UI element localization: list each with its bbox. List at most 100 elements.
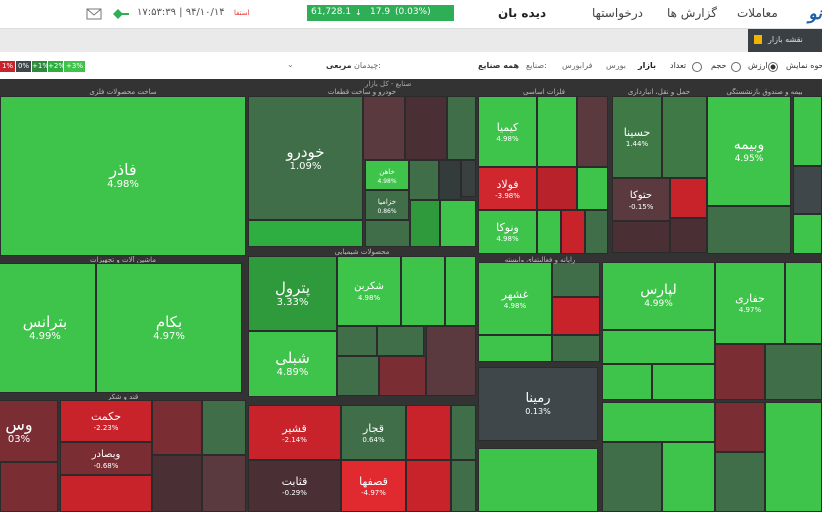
- tile-symbol: ونوکا: [496, 221, 519, 234]
- tile-change: 4.99%: [644, 299, 673, 309]
- tile-symbol: قصفها: [359, 475, 388, 488]
- industry-select[interactable]: همه صنایع: [478, 61, 520, 70]
- tile-change: 4.95%: [734, 154, 764, 164]
- tile-small: [602, 364, 652, 400]
- tile: رمینا 0.13%: [478, 367, 598, 441]
- icon-mail[interactable]: [86, 8, 102, 20]
- tile-small: [662, 96, 707, 178]
- tile-change: -0.15%: [628, 202, 654, 211]
- tile-small: [440, 200, 476, 247]
- market-option[interactable]: بورس: [606, 61, 626, 70]
- index-percent: (0.03%): [395, 7, 431, 17]
- tile: حفاری 4.97%: [715, 262, 785, 344]
- tile-small: [478, 335, 552, 362]
- tab-label[interactable]: نقشه بازار: [768, 35, 803, 44]
- tab-row: [0, 29, 822, 52]
- tile-small: [765, 344, 822, 400]
- index-box: [307, 5, 454, 21]
- tile-small: [602, 442, 662, 512]
- tile: پترول 3.33%: [248, 256, 337, 331]
- tile-small: [765, 402, 822, 512]
- tile: خودرو 1.09%: [248, 96, 363, 220]
- tile-small: [363, 96, 405, 160]
- tile-small: [552, 262, 600, 297]
- tile-small: [406, 460, 451, 512]
- industry-label: صنایع:: [526, 61, 547, 70]
- radio[interactable]: [692, 62, 702, 72]
- sector-header: بیمه و صندوق بازنشستگی: [726, 88, 803, 96]
- tile-small: [248, 220, 363, 247]
- tile-symbol: حفاری: [735, 292, 765, 305]
- tile-small: [152, 400, 202, 455]
- radio[interactable]: [768, 62, 778, 72]
- layout-select[interactable]: مربعی: [326, 61, 352, 70]
- tile-small: [670, 178, 707, 218]
- layout-label: چیدمان:: [354, 61, 381, 70]
- tile: حسینا 1.44%: [612, 96, 662, 178]
- tile: شکربن 4.98%: [337, 256, 401, 326]
- tile-small: [652, 364, 715, 400]
- nav-item[interactable]: دیده بان: [498, 6, 547, 20]
- tile-symbol: غشهر: [501, 287, 529, 301]
- tile-small: [793, 166, 822, 214]
- tab-icon: [754, 35, 762, 44]
- nav-item[interactable]: درخواستها: [592, 6, 643, 20]
- tile-symbol: قشیر: [282, 421, 307, 435]
- sector-header: ساخت محصولات فلزی: [89, 88, 157, 96]
- tile: بکام 4.97%: [96, 263, 242, 393]
- tile: لپارس 4.99%: [602, 262, 715, 330]
- legend-item: +3%: [64, 61, 85, 72]
- sector-header: قند و شکر: [107, 393, 139, 401]
- icon-diamond[interactable]: [112, 7, 130, 21]
- tile-symbol: شکربن: [354, 281, 384, 292]
- tile-change: 4.98%: [357, 294, 381, 302]
- tile-small: [405, 96, 447, 160]
- tile-symbol: خزامیا: [377, 198, 397, 206]
- market-option[interactable]: فرابورس: [562, 61, 593, 70]
- sector-header: فلزات اساسی: [523, 88, 565, 96]
- tile-symbol: پترول: [274, 278, 311, 297]
- tile-change: 0.86%: [377, 208, 397, 215]
- tile-small: [202, 400, 246, 455]
- tile-small: [561, 210, 585, 254]
- tile-small: [785, 262, 822, 344]
- tile: حکمت -2.23%: [60, 400, 152, 442]
- dropdown-arrow[interactable]: ⌄: [287, 60, 294, 69]
- tile-small: [406, 405, 451, 460]
- tile: شبلی 4.89%: [248, 331, 337, 397]
- sector-header: رایانه و فعالیتهای وابسته: [504, 256, 576, 264]
- tile-symbol: کیمیا: [496, 120, 519, 134]
- radio[interactable]: [731, 62, 741, 72]
- nav-item[interactable]: معاملات: [737, 6, 778, 20]
- tile-small: [793, 214, 822, 254]
- tile-symbol: رمینا: [525, 391, 551, 406]
- tab[interactable]: [748, 29, 822, 52]
- mode-option[interactable]: ارزش: [748, 61, 768, 70]
- nav-item[interactable]: گزارش ها: [667, 6, 717, 20]
- mode-option[interactable]: تعداد: [670, 61, 687, 70]
- tile: فاذر 4.98%: [0, 96, 246, 256]
- logo[interactable]: نو: [808, 4, 822, 24]
- index-change: 17.9: [370, 7, 391, 17]
- toolbar: [0, 52, 822, 78]
- legend-item: 1%: [0, 61, 15, 72]
- tile-change: 4.98%: [377, 178, 397, 185]
- mode-option[interactable]: حجم: [711, 61, 727, 70]
- sector-header: حمل و نقل، انبارداری: [627, 88, 691, 96]
- tile-small: [152, 455, 202, 512]
- tile-change: 4.89%: [276, 367, 309, 378]
- tile-small: [445, 256, 476, 326]
- exit-link[interactable]: استفا: [234, 9, 250, 17]
- tile-change: -0.29%: [282, 489, 307, 497]
- tile-small: [662, 442, 715, 512]
- tile-small: [478, 448, 598, 512]
- legend-item: 0%: [16, 61, 31, 72]
- tile-symbol: وبیمه: [733, 137, 765, 153]
- tile-small: [379, 356, 426, 396]
- tile: خاهن 4.98%: [365, 160, 409, 190]
- tile-small: [602, 330, 715, 364]
- market-option[interactable]: بازار: [638, 61, 656, 70]
- tile-small: [577, 167, 608, 210]
- tile-small: [409, 160, 439, 200]
